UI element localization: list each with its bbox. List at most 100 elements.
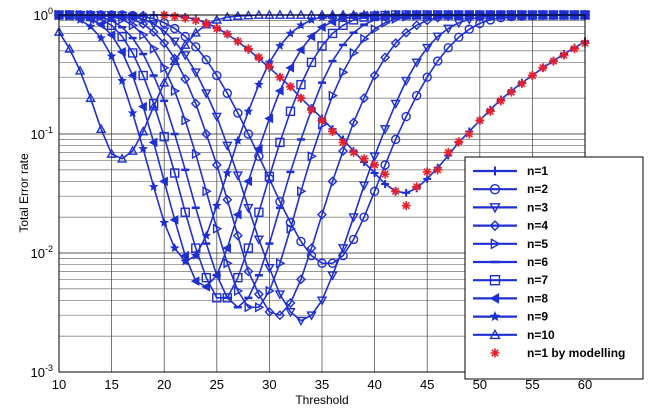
data-point [275,137,285,148]
data-point [253,289,264,300]
data-point [64,43,75,53]
legend-marker [490,166,500,176]
y-tick-label: 10-3 [31,363,53,380]
data-point [118,14,128,25]
data-point [75,14,85,24]
data-point [307,151,317,162]
data-point [422,167,432,177]
data-point [223,258,233,269]
data-point [169,214,179,225]
data-point [74,65,86,75]
data-point [106,20,117,30]
data-point [454,137,464,147]
data-point [149,43,160,54]
data-point [348,213,359,223]
data-point [464,24,474,34]
data-point [222,141,233,151]
legend-entry: n=4 [473,219,548,233]
data-point [201,19,211,29]
data-point [285,28,296,38]
data-point [222,88,233,98]
data-point [285,298,296,308]
data-point [390,134,401,145]
data-point [306,31,316,42]
x-tick-label: 35 [315,377,329,392]
data-point [464,129,474,139]
data-point [127,108,138,118]
data-point [422,72,432,82]
data-point [264,113,274,124]
x-tick-label: 40 [367,377,381,392]
data-point [391,186,401,196]
data-point [85,21,96,31]
legend-label: n=3 [527,200,548,214]
data-point [180,51,191,61]
data-point [169,243,180,253]
data-point [358,181,370,191]
data-point [159,27,170,37]
x-tick-label: 20 [157,377,171,392]
data-point [548,56,558,66]
data-point [254,151,264,161]
data-point [201,89,212,99]
data-point [265,285,275,297]
legend-marker [489,328,501,340]
data-point [369,70,380,81]
legend-marker [489,183,501,195]
data-point [296,236,306,247]
data-point [381,180,390,189]
x-tick-label: 50 [473,377,487,392]
data-point [264,263,275,274]
data-point [349,47,360,59]
legend-label: n=9 [527,310,548,324]
legend-entry: n=1 [473,164,548,178]
x-tick-label: 45 [420,377,434,392]
data-point [201,55,211,65]
data-point [339,67,349,78]
data-point [337,244,349,254]
data-point [232,230,243,241]
data-point [169,55,180,65]
data-point [348,117,359,128]
data-point [222,194,233,205]
data-point [527,71,537,81]
data-point [170,85,181,97]
data-point [116,153,128,163]
data-point [254,79,264,89]
data-point [306,105,316,115]
data-point [254,52,264,62]
data-point [191,42,201,52]
data-point [348,234,359,245]
data-point [506,87,516,97]
data-point [138,143,148,153]
data-point [170,12,180,22]
data-point [401,27,412,38]
legend-marker [489,311,501,322]
data-point [296,20,306,30]
data-point [233,135,243,145]
data-point [159,77,170,87]
legend-entry: n=10 [473,328,555,342]
data-point [349,147,359,157]
legend-marker [489,203,501,214]
data-point [433,56,443,66]
legend-entry: n=9 [473,310,548,324]
data-point [243,106,254,116]
data-point [190,98,201,109]
data-point [160,62,170,73]
data-point [190,250,201,260]
data-point [253,144,263,154]
data-point [338,137,348,147]
data-point [233,285,244,297]
data-point [127,48,138,58]
data-point [485,106,495,116]
data-point [148,20,159,30]
data-point [201,281,210,292]
data-point [148,26,159,37]
x-tick-label: 60 [578,377,592,392]
legend: n=1 n=2 n=3 n=4 n=5 n=6 n=7 n=8 n=9 n=10 n=1 by mo… [464,156,644,380]
data-point [95,123,107,133]
data-point [317,258,327,268]
data-point [306,57,317,68]
